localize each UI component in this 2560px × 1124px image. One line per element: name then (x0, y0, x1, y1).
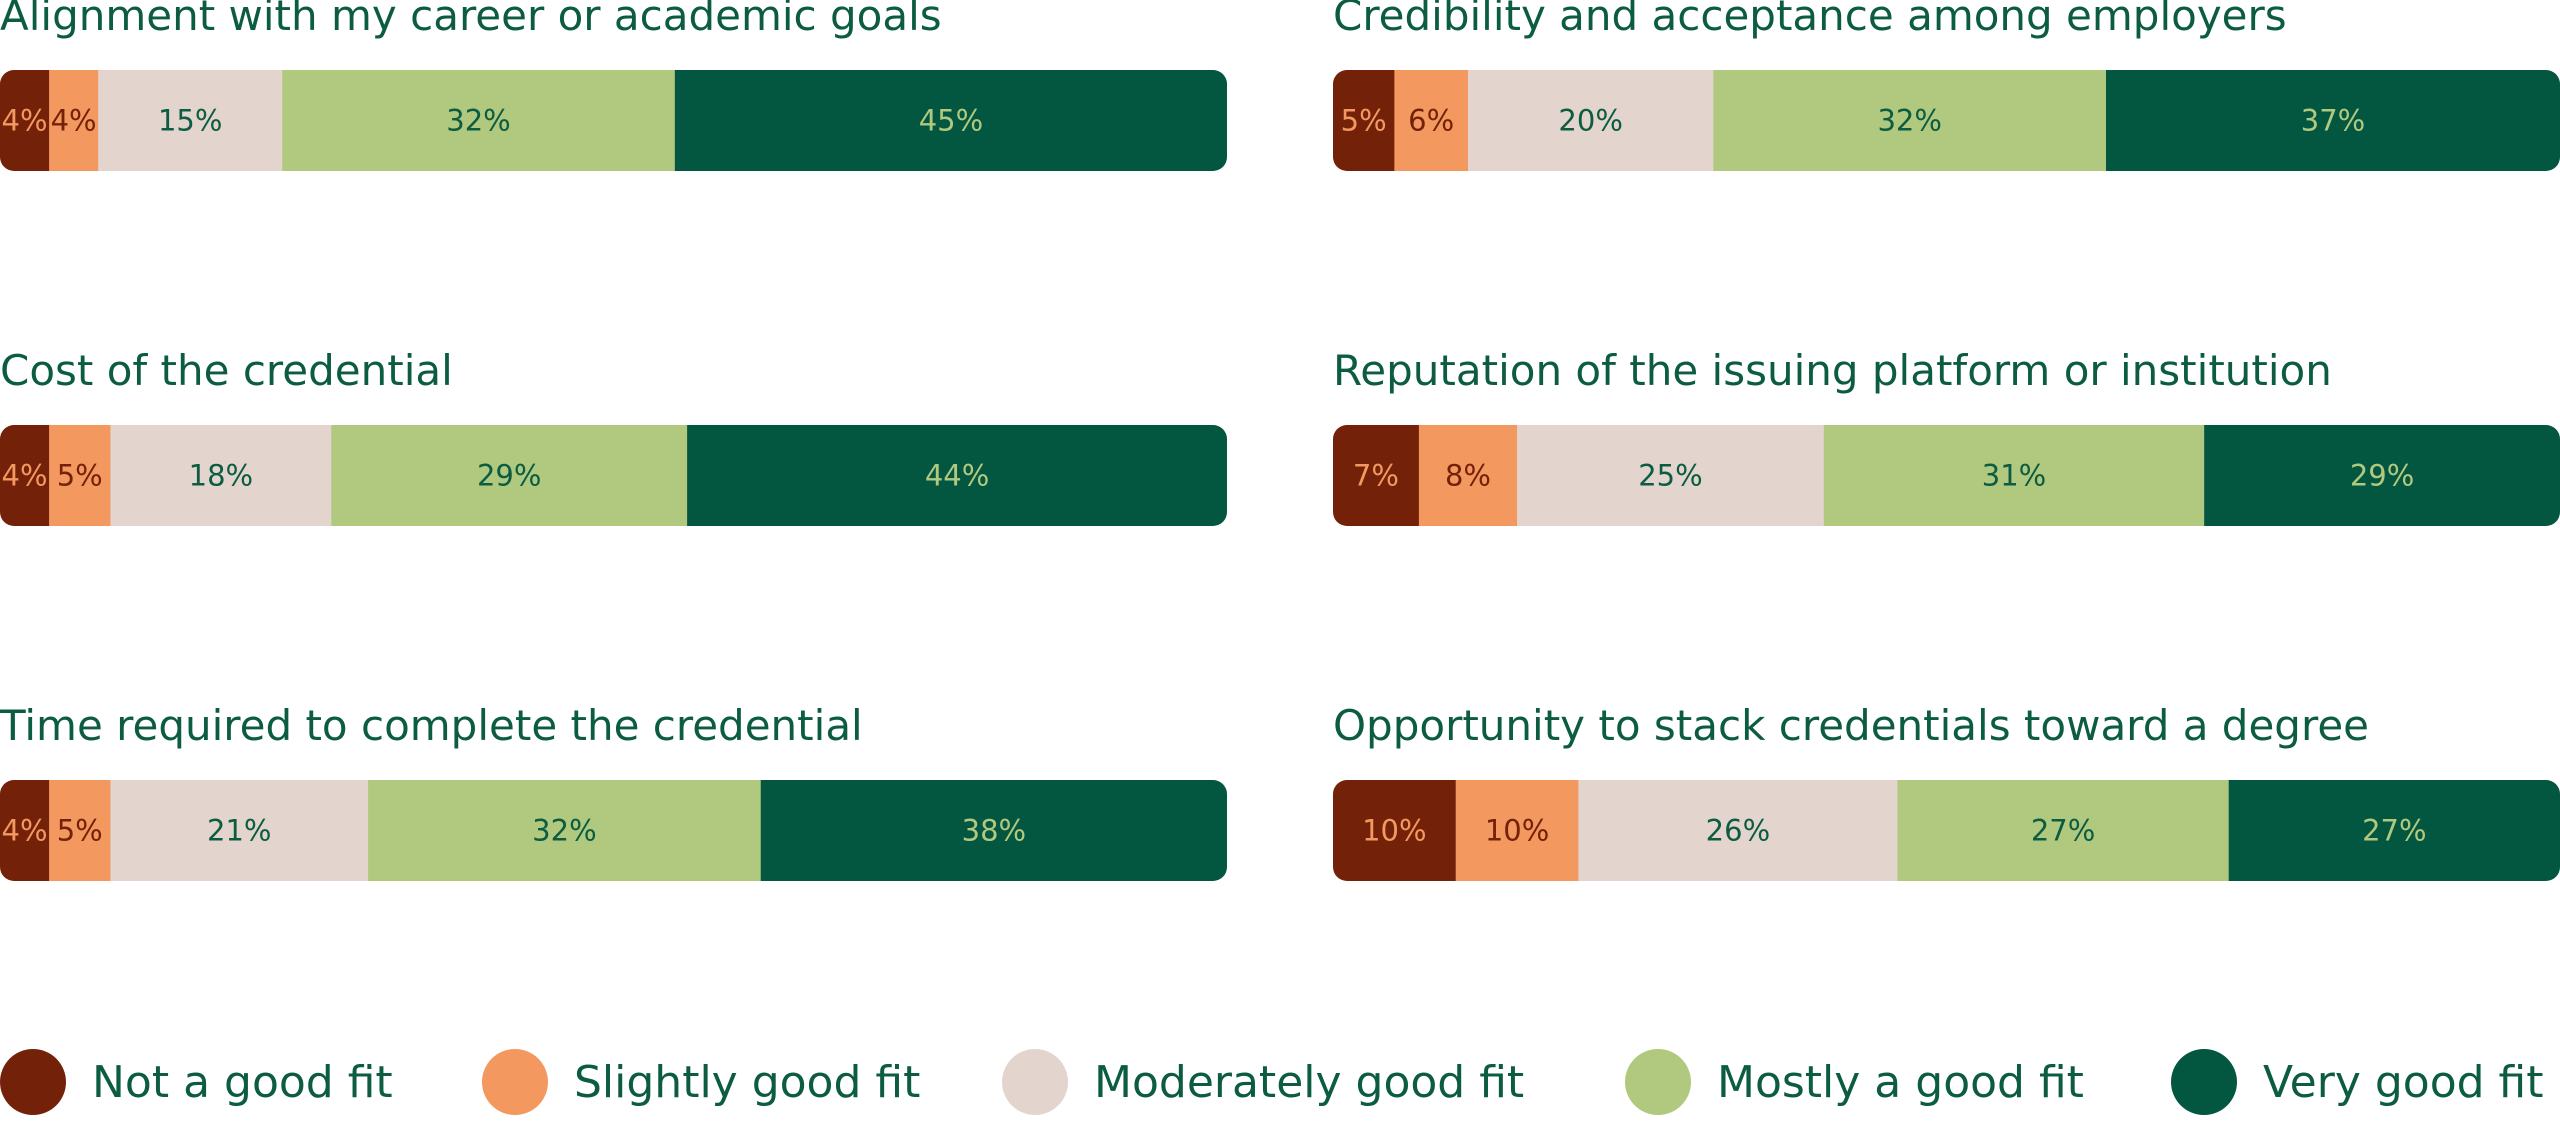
legend-item-moderately-good-fit: Moderately good fit (1002, 1049, 1524, 1115)
data-label: 20% (1558, 104, 1622, 138)
bar-segment-not-a-good-fit (0, 425, 50, 526)
data-label: 25% (1638, 459, 1702, 493)
legend-label: Not a good fit (92, 1057, 393, 1108)
legend-label: Very good fit (2263, 1057, 2544, 1108)
data-label: 29% (477, 459, 541, 493)
data-label: 4% (2, 814, 48, 848)
bar-segment-very-good-fit (2204, 425, 2560, 526)
stacked-bar (0, 70, 1227, 171)
chart-3: Cost of the credential 4% 5% 18% 29% 44% (0, 346, 1227, 526)
bar-segment-slightly-good-fit (49, 780, 112, 881)
bar-segment-mostly-a-good-fit (331, 425, 688, 526)
data-label: 5% (57, 814, 103, 848)
data-label: 4% (51, 104, 97, 138)
bar-segment-moderately-good-fit (1467, 70, 1714, 171)
data-label: 5% (57, 459, 103, 493)
data-label: 32% (1877, 104, 1941, 138)
data-label: 5% (1341, 104, 1387, 138)
chart-4: Reputation of the issuing platform or in… (1333, 346, 2560, 526)
legend-swatch (482, 1049, 548, 1115)
bar-segment-mostly-a-good-fit (1713, 70, 2107, 171)
bar-segment-very-good-fit (687, 425, 1227, 526)
bar-segment-mostly-a-good-fit (368, 780, 762, 881)
data-label: 10% (1485, 814, 1549, 848)
legend-swatch (1002, 1049, 1068, 1115)
data-label: 32% (532, 814, 596, 848)
chart-title: Cost of the credential (0, 346, 453, 395)
bar-segment-moderately-good-fit (1578, 780, 1899, 881)
data-label: 45% (919, 104, 983, 138)
data-label: 18% (189, 459, 253, 493)
bar-segment-mostly-a-good-fit (1823, 425, 2205, 526)
data-label: 15% (158, 104, 222, 138)
bar-segment-slightly-good-fit (1418, 425, 1518, 526)
data-label: 10% (1362, 814, 1426, 848)
bar-segment-not-a-good-fit (0, 70, 50, 171)
bar-segment-very-good-fit (2228, 780, 2560, 881)
data-label: 27% (2362, 814, 2426, 848)
legend-label: Slightly good fit (574, 1057, 920, 1108)
legend-swatch (0, 1049, 66, 1115)
bar-segment-mostly-a-good-fit (1897, 780, 2230, 881)
chart-title: Time required to complete the credential (0, 701, 863, 750)
data-label: 6% (1408, 104, 1454, 138)
data-label: 8% (1445, 459, 1491, 493)
data-label: 21% (207, 814, 271, 848)
legend-label: Moderately good fit (1094, 1057, 1524, 1108)
data-label: 26% (1706, 814, 1770, 848)
data-label: 27% (2031, 814, 2095, 848)
bar-segment-slightly-good-fit (49, 70, 99, 171)
chart-title: Reputation of the issuing platform or in… (1333, 346, 2332, 395)
bar-segment-not-a-good-fit (1333, 425, 1420, 526)
bar-segment-not-a-good-fit (1333, 780, 1457, 881)
legend-label: Mostly a good fit (1717, 1057, 2084, 1108)
data-label: 7% (1353, 459, 1399, 493)
chart-title: Alignment with my career or academic goa… (0, 0, 942, 40)
legend-swatch (1625, 1049, 1691, 1115)
bar-segment-slightly-good-fit (49, 425, 112, 526)
chart-1: Alignment with my career or academic goa… (0, 0, 1227, 171)
legend-item-not-a-good-fit: Not a good fit (0, 1049, 393, 1115)
stacked-bar (1333, 70, 2560, 171)
bar-segment-slightly-good-fit (1455, 780, 1579, 881)
bar-segment-very-good-fit (760, 780, 1227, 881)
bar-segment-moderately-good-fit (110, 780, 369, 881)
bar-segment-slightly-good-fit (1394, 70, 1469, 171)
bar-segment-very-good-fit (2106, 70, 2560, 171)
legend: Not a good fit Slightly good fit Moderatel… (0, 1049, 2544, 1115)
data-label: 44% (925, 459, 989, 493)
bar-segment-not-a-good-fit (0, 780, 50, 881)
chart-2: Credibility and acceptance among employe… (1333, 0, 2560, 171)
stacked-bar (1333, 425, 2560, 526)
data-label: 32% (446, 104, 510, 138)
legend-item-mostly-a-good-fit: Mostly a good fit (1625, 1049, 2084, 1115)
bar-segment-not-a-good-fit (1333, 70, 1395, 171)
bar-segment-moderately-good-fit (1517, 425, 1825, 526)
bar-segment-moderately-good-fit (110, 425, 332, 526)
legend-item-slightly-good-fit: Slightly good fit (482, 1049, 920, 1115)
chart-6: Opportunity to stack credentials toward … (1333, 701, 2560, 881)
bar-segment-mostly-a-good-fit (282, 70, 676, 171)
legend-swatch (2171, 1049, 2237, 1115)
data-label: 4% (2, 104, 48, 138)
chart-title: Opportunity to stack credentials toward … (1333, 701, 2369, 750)
chart-title: Credibility and acceptance among employe… (1333, 0, 2287, 40)
stacked-bar (1333, 780, 2560, 881)
bar-segment-very-good-fit (674, 70, 1227, 171)
bar-segment-moderately-good-fit (98, 70, 283, 171)
legend-item-very-good-fit: Very good fit (2171, 1049, 2544, 1115)
data-label: 4% (2, 459, 48, 493)
data-label: 37% (2301, 104, 2365, 138)
data-label: 29% (2350, 459, 2414, 493)
data-label: 31% (1982, 459, 2046, 493)
chart-5: Time required to complete the credential… (0, 701, 1227, 881)
stacked-bar (0, 780, 1227, 881)
stacked-bar (0, 425, 1227, 526)
data-label: 38% (962, 814, 1026, 848)
